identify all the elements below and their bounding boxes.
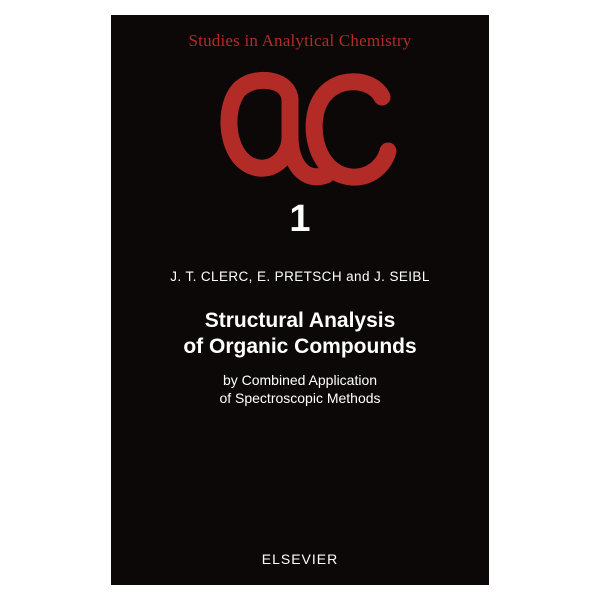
subtitle: by Combined Application of Spectroscopic…	[119, 371, 481, 409]
ac-logo-icon	[200, 61, 400, 191]
subtitle-line-2: of Spectroscopic Methods	[219, 390, 380, 406]
authors-line: J. T. CLERC, E. PRETSCH and J. SEIBL	[119, 269, 481, 284]
title-line-1: Structural Analysis	[205, 309, 396, 332]
subtitle-line-1: by Combined Application	[223, 372, 377, 388]
main-title: Structural Analysis of Organic Compounds	[119, 308, 481, 361]
series-logo-wrap	[119, 61, 481, 196]
title-line-2: of Organic Compounds	[183, 335, 416, 358]
title-block: Structural Analysis of Organic Compounds…	[119, 308, 481, 408]
cover-inner: Studies in Analytical Chemistry 1 J. T. …	[119, 23, 481, 577]
book-cover: Studies in Analytical Chemistry 1 J. T. …	[111, 15, 489, 585]
publisher: ELSEVIER	[119, 551, 481, 567]
volume-number: 1	[119, 198, 481, 241]
series-title: Studies in Analytical Chemistry	[119, 31, 481, 51]
